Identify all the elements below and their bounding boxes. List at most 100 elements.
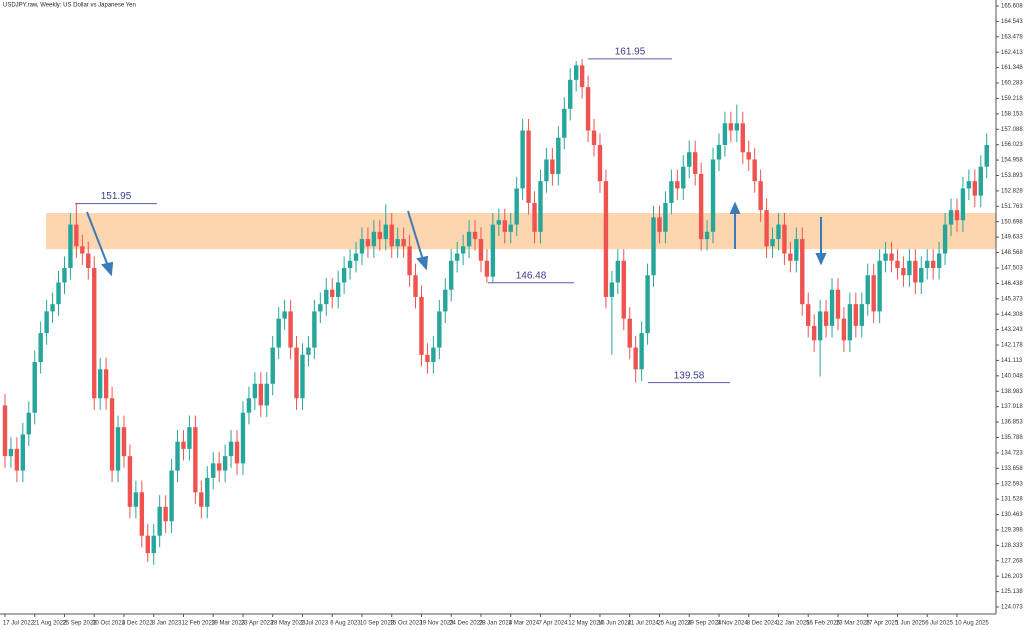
y-tick-label: 153.893 xyxy=(1001,173,1023,179)
candle-body xyxy=(603,181,609,297)
candle-body xyxy=(50,304,55,312)
candle-body xyxy=(930,260,936,269)
candle-body xyxy=(704,231,710,240)
candle-body xyxy=(788,253,793,261)
candle-body xyxy=(407,246,412,276)
candle-body xyxy=(377,231,383,240)
candle-body xyxy=(431,347,436,363)
candle-body xyxy=(2,405,8,457)
candle-body xyxy=(859,304,864,326)
x-tick-label: 27 Apr 2025 xyxy=(866,621,899,627)
candle-body xyxy=(865,275,870,305)
x-tick-label: 3 Nov 2024 xyxy=(717,621,748,627)
y-tick-label: 158.153 xyxy=(1001,111,1023,117)
x-tick-label: 10 Aug 2025 xyxy=(955,621,989,627)
candle-body xyxy=(38,333,43,363)
candle-body xyxy=(484,260,490,277)
x-tick-label: 7 Apr 2024 xyxy=(538,621,568,627)
candle-body xyxy=(139,492,145,536)
candle-body xyxy=(365,239,371,247)
candle-body xyxy=(270,347,275,384)
candle-body xyxy=(288,311,293,348)
candle-body xyxy=(645,275,650,334)
y-tick-label: 149.633 xyxy=(1001,235,1023,241)
annotation-label: 151.95 xyxy=(101,191,132,202)
y-tick-label: 152.828 xyxy=(1001,188,1023,194)
candle-body xyxy=(752,159,757,182)
candle-body xyxy=(687,152,692,167)
candle-body xyxy=(556,137,561,174)
candle-body xyxy=(8,448,14,457)
candle-body xyxy=(490,224,496,277)
candle-body xyxy=(44,311,49,334)
candle-body xyxy=(692,152,698,174)
y-tick-label: 125.138 xyxy=(1001,589,1023,595)
x-tick-label: 17 Jul 2022 xyxy=(3,621,35,627)
candle-body xyxy=(56,282,61,305)
candle-body xyxy=(823,311,829,326)
y-tick-label: 159.218 xyxy=(1001,96,1023,102)
y-tick-label: 145.373 xyxy=(1001,296,1023,302)
y-tick-label: 143.243 xyxy=(1001,327,1023,333)
candle-body xyxy=(901,268,906,276)
y-tick-label: 126.203 xyxy=(1001,574,1023,580)
candle-body xyxy=(722,123,728,145)
candle-body xyxy=(669,181,674,203)
candle-body xyxy=(895,260,900,269)
y-tick-label: 157.088 xyxy=(1001,127,1023,133)
candle-body xyxy=(413,275,418,297)
candle-body xyxy=(228,441,234,457)
y-tick-label: 156.023 xyxy=(1001,142,1023,148)
candle-body xyxy=(770,239,775,247)
y-tick-label: 132.593 xyxy=(1001,481,1023,487)
arrow-head xyxy=(729,201,741,214)
candle-body xyxy=(782,224,787,254)
candle-body xyxy=(14,448,20,471)
candle-body xyxy=(847,304,853,341)
x-tick-label: 8 Jan 2023 xyxy=(152,621,182,627)
candle-body xyxy=(758,181,763,211)
candle-body xyxy=(728,123,734,131)
x-tick-label: 29 Sep 2024 xyxy=(687,621,722,627)
candle-body xyxy=(454,253,460,261)
candle-body xyxy=(199,492,204,507)
candle-body xyxy=(353,253,359,261)
candle-body xyxy=(460,246,466,254)
y-tick-label: 147.503 xyxy=(1001,266,1023,272)
candle-body xyxy=(532,202,537,232)
zone xyxy=(46,213,996,250)
candle-body xyxy=(437,311,442,348)
candle-body xyxy=(811,325,817,341)
candle-body xyxy=(609,282,615,297)
candle-body xyxy=(681,166,686,189)
candle-body xyxy=(324,289,329,305)
y-tick-label: 146.438 xyxy=(1001,281,1023,287)
x-tick-label: 23 Mar 2025 xyxy=(836,621,870,627)
arrows xyxy=(86,201,827,277)
candle-body xyxy=(443,289,448,312)
candle-body xyxy=(502,220,507,232)
x-tick-label: 4 Dec 2022 xyxy=(122,621,153,627)
y-tick-label: 148.568 xyxy=(1001,250,1023,256)
candle-body xyxy=(562,108,567,138)
chart-title: USDJPY.raw, Weekly: US Dollar vs Japanes… xyxy=(3,3,136,9)
y-tick-label: 142.178 xyxy=(1001,343,1023,349)
candle-body xyxy=(258,383,264,406)
candle-body xyxy=(478,239,484,261)
candle-body xyxy=(127,456,133,507)
x-tick-label: 28 May 2023 xyxy=(271,621,306,627)
candle-body xyxy=(597,144,603,182)
y-tick-label: 161.348 xyxy=(1001,65,1023,71)
candle-body xyxy=(425,354,430,363)
candle-body xyxy=(133,492,139,507)
candle-body xyxy=(806,304,811,326)
annotation-label: 146.48 xyxy=(516,270,547,281)
candle-body xyxy=(294,347,299,399)
candle-body xyxy=(62,268,67,283)
y-tick-label: 133.658 xyxy=(1001,466,1023,472)
candle-body xyxy=(389,224,394,247)
candle-body xyxy=(335,282,341,297)
candle-body xyxy=(621,260,626,319)
y-tick-label: 124.073 xyxy=(1001,605,1023,611)
annotation-layer: 151.95 161.95 146.48 139.58 xyxy=(75,47,730,384)
